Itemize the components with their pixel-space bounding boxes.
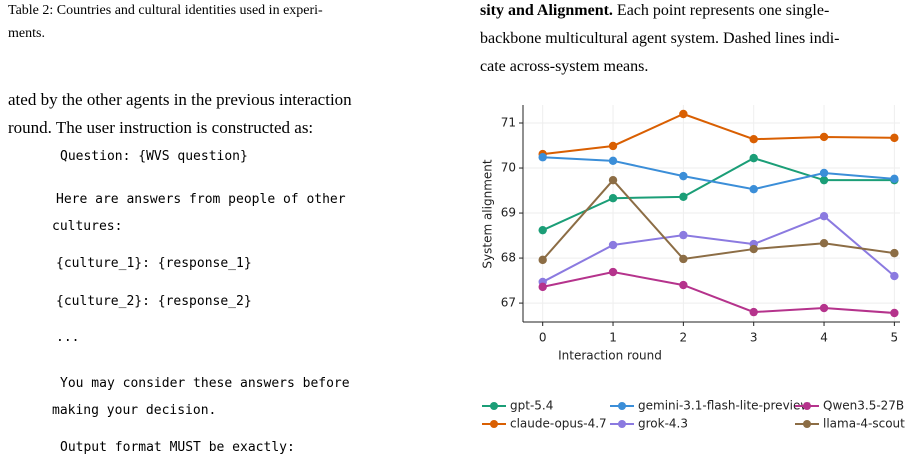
code-line: Output format MUST be exactly: bbox=[60, 440, 295, 455]
data-point bbox=[749, 307, 758, 317]
y-tick-label: 68 bbox=[501, 251, 516, 265]
paragraph-line: ated by the other agents in the previous… bbox=[8, 90, 352, 109]
data-point bbox=[608, 156, 618, 166]
data-point bbox=[679, 280, 688, 290]
legend-label: Qwen3.5-27B bbox=[823, 399, 904, 413]
data-point bbox=[679, 171, 688, 181]
legend-swatch bbox=[803, 402, 811, 410]
data-point bbox=[749, 244, 758, 254]
caption-line: sity and Alignment. Each point represent… bbox=[480, 3, 829, 19]
code-line: {culture_2}: {response_2} bbox=[56, 294, 252, 309]
legend-swatch bbox=[803, 420, 811, 428]
code-line: cultures: bbox=[52, 219, 123, 234]
x-axis-label: Interaction round bbox=[558, 349, 662, 363]
x-tick-label: 4 bbox=[820, 331, 828, 345]
data-point bbox=[608, 240, 618, 250]
y-tick-label: 69 bbox=[501, 206, 516, 220]
series-line bbox=[542, 157, 895, 232]
data-point bbox=[679, 230, 688, 240]
paragraph-line: round. The user instruction is construct… bbox=[8, 118, 314, 137]
data-point bbox=[679, 254, 688, 264]
legend-label: gpt-5.4 bbox=[510, 399, 553, 413]
data-point bbox=[538, 255, 547, 265]
caption-line: cate across-system means. bbox=[480, 58, 649, 75]
legend-label: gemini-3.1-flash-lite-preview bbox=[638, 399, 810, 413]
caption-bold: sity and Alignment. bbox=[480, 2, 613, 19]
x-tick-label: 1 bbox=[609, 331, 617, 345]
caption-line: backbone multicultural agent system. Das… bbox=[480, 30, 840, 47]
caption-text: Each point represents one single- bbox=[616, 2, 830, 19]
data-point bbox=[819, 175, 829, 185]
code-line: Here are answers from people of other bbox=[56, 192, 346, 207]
data-point bbox=[679, 192, 688, 202]
data-point bbox=[538, 225, 547, 235]
y-tick-label: 67 bbox=[501, 296, 516, 310]
caption-line: ments. bbox=[8, 26, 45, 41]
y-tick-label: 70 bbox=[501, 161, 516, 175]
code-line: ... bbox=[56, 330, 80, 345]
y-axis-label: System alignment bbox=[481, 159, 495, 268]
series-line bbox=[541, 178, 895, 261]
x-tick-label: 5 bbox=[891, 331, 899, 345]
caption-line: Table 2: Countries and cultural identiti… bbox=[8, 3, 323, 18]
legend-swatch bbox=[490, 420, 498, 428]
data-point bbox=[749, 184, 758, 194]
data-point bbox=[749, 153, 758, 163]
data-point bbox=[608, 141, 618, 151]
data-point bbox=[890, 133, 899, 143]
data-point bbox=[819, 212, 829, 221]
series-line bbox=[542, 156, 895, 191]
series-line bbox=[542, 215, 896, 283]
data-point bbox=[890, 271, 899, 281]
x-tick-label: 3 bbox=[750, 331, 758, 345]
data-point bbox=[749, 135, 758, 144]
data-point bbox=[819, 132, 829, 142]
legend-swatch bbox=[618, 420, 626, 428]
series-line bbox=[542, 112, 895, 156]
data-point bbox=[890, 248, 899, 258]
code-line: Question: {WVS question} bbox=[60, 149, 248, 164]
legend-label: llama-4-scout bbox=[823, 417, 905, 431]
series-line bbox=[542, 271, 895, 314]
data-point bbox=[819, 168, 829, 178]
legend-label: grok-4.3 bbox=[638, 417, 688, 431]
data-point bbox=[679, 109, 688, 119]
data-point bbox=[819, 239, 829, 248]
data-point bbox=[819, 303, 829, 313]
data-point bbox=[538, 153, 547, 162]
data-point bbox=[608, 193, 618, 203]
data-point bbox=[890, 174, 899, 184]
data-point bbox=[538, 282, 547, 292]
code-line: making your decision. bbox=[52, 403, 217, 418]
x-tick-label: 0 bbox=[539, 331, 547, 345]
y-tick-label: 71 bbox=[501, 116, 516, 130]
data-point bbox=[608, 267, 618, 277]
legend-label: claude-opus-4.7 bbox=[510, 417, 607, 431]
legend-swatch bbox=[490, 402, 498, 410]
legend-swatch bbox=[618, 402, 626, 410]
x-tick-label: 2 bbox=[680, 331, 688, 345]
data-point bbox=[608, 175, 618, 185]
code-line: You may consider these answers before bbox=[60, 376, 350, 391]
code-line: {culture_1}: {response_1} bbox=[56, 256, 252, 271]
data-point bbox=[890, 308, 899, 318]
